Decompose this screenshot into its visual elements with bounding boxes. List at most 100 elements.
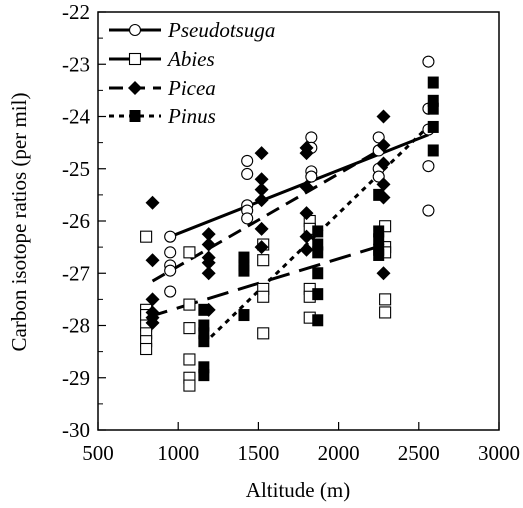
data-point-pinus [238,309,250,322]
data-point-picea [201,255,216,270]
data-point-pseudotsuga [241,154,254,167]
y-tick-label: -23 [62,52,90,76]
data-point-pinus [312,246,324,259]
y-axis-title: Carbon isotope ratios (per mil) [7,93,31,352]
data-point-abies [140,230,153,243]
data-point-picea [299,242,314,257]
data-point-pseudotsuga [422,160,435,173]
data-point-pinus [238,251,250,264]
y-tick-label: -24 [62,105,90,129]
data-point-pseudotsuga [422,204,435,217]
data-point-abies [379,293,392,306]
data-point-pinus [198,335,210,348]
data-point-pseudotsuga [372,170,385,183]
data-point-pinus [427,94,439,107]
data-point-abies [257,254,270,267]
fit-line-pseudotsuga [169,133,429,239]
data-point-pseudotsuga [305,131,318,144]
data-point-picea [254,240,269,255]
data-point-pinus [198,361,210,374]
data-point-pinus [427,102,439,115]
y-tick-label: -30 [62,418,90,442]
data-point-picea [299,146,314,161]
data-point-abies [183,298,196,311]
data-point-pseudotsuga [164,285,177,298]
data-point-abies [183,353,196,366]
y-tick-label: -26 [62,209,90,233]
fit-line-pinus [202,120,435,345]
data-point-picea [145,195,160,210]
y-tick-label: -27 [62,261,90,285]
data-point-abies [140,342,153,356]
data-point-abies [183,379,196,392]
data-point-pseudotsuga [422,55,435,68]
data-point-pinus [312,238,324,251]
data-point-pseudotsuga [305,170,318,183]
data-point-abies [257,290,270,303]
data-point-pseudotsuga [372,131,385,144]
x-axis-title: Altitude (m) [246,478,350,502]
data-point-pinus [198,303,210,316]
data-point-picea [254,193,269,208]
fit-line-picea [151,146,385,283]
data-point-pinus [373,233,385,246]
data-points [140,55,439,392]
data-point-picea [299,180,314,195]
data-point-pinus [238,264,250,277]
legend-marker-pinus [129,110,141,122]
x-tick-label: 1500 [237,441,279,465]
axis-ticks: 500 1000 1500 2000 2500 3000 -22 -23 -24 -25 -26 -2… [62,0,520,465]
data-point-pinus [373,188,385,201]
data-point-picea [145,292,160,307]
data-point-pseudotsuga [164,230,177,243]
x-tick-label: 500 [82,441,114,465]
legend-marker-abies [128,52,142,66]
data-point-pinus [373,248,385,261]
legend-label-abies: Abies [166,47,215,71]
data-point-pinus [198,319,210,332]
data-point-picea [299,229,314,244]
data-point-pinus [312,225,324,238]
data-point-picea [201,266,216,281]
data-point-picea [201,237,216,252]
x-tick-label: 1000 [157,441,199,465]
legend-marker-picea [128,81,142,95]
data-point-pseudotsuga [241,167,254,181]
data-point-pinus [427,76,439,89]
data-point-pinus [312,267,324,280]
data-point-abies [379,306,392,319]
data-point-pseudotsuga [241,212,254,225]
legend-label-picea: Picea [167,76,216,100]
data-point-pseudotsuga [164,246,177,259]
series-abies [140,214,392,392]
x-tick-label: 2500 [398,441,440,465]
legend-label-pinus: Pinus [167,104,216,128]
data-point-pinus [427,144,439,157]
plot-frame [97,11,500,431]
data-point-pinus [198,327,210,340]
data-point-picea [376,138,391,153]
data-point-abies [183,246,196,259]
legend: Pseudotsuga Abies Picea Pinus [109,18,275,128]
data-point-picea [254,146,269,161]
data-point-picea [376,109,391,124]
data-point-pinus [198,369,210,382]
data-point-abies [183,322,196,335]
x-tick-label: 2000 [318,441,360,465]
data-point-picea [254,182,269,197]
data-point-pinus [373,225,385,238]
y-tick-label: -29 [62,366,90,390]
data-point-pseudotsuga [164,264,177,277]
data-point-picea [376,156,391,171]
data-point-pinus [312,314,324,327]
data-point-picea [376,177,391,192]
y-tick-label: -22 [62,0,90,24]
y-tick-label: -25 [62,157,90,181]
legend-label-pseudotsuga: Pseudotsuga [167,18,275,42]
series-pinus [198,76,439,382]
data-point-abies [257,327,270,340]
data-point-pinus [427,120,439,133]
data-point-picea [254,172,269,187]
data-point-picea [145,315,160,330]
